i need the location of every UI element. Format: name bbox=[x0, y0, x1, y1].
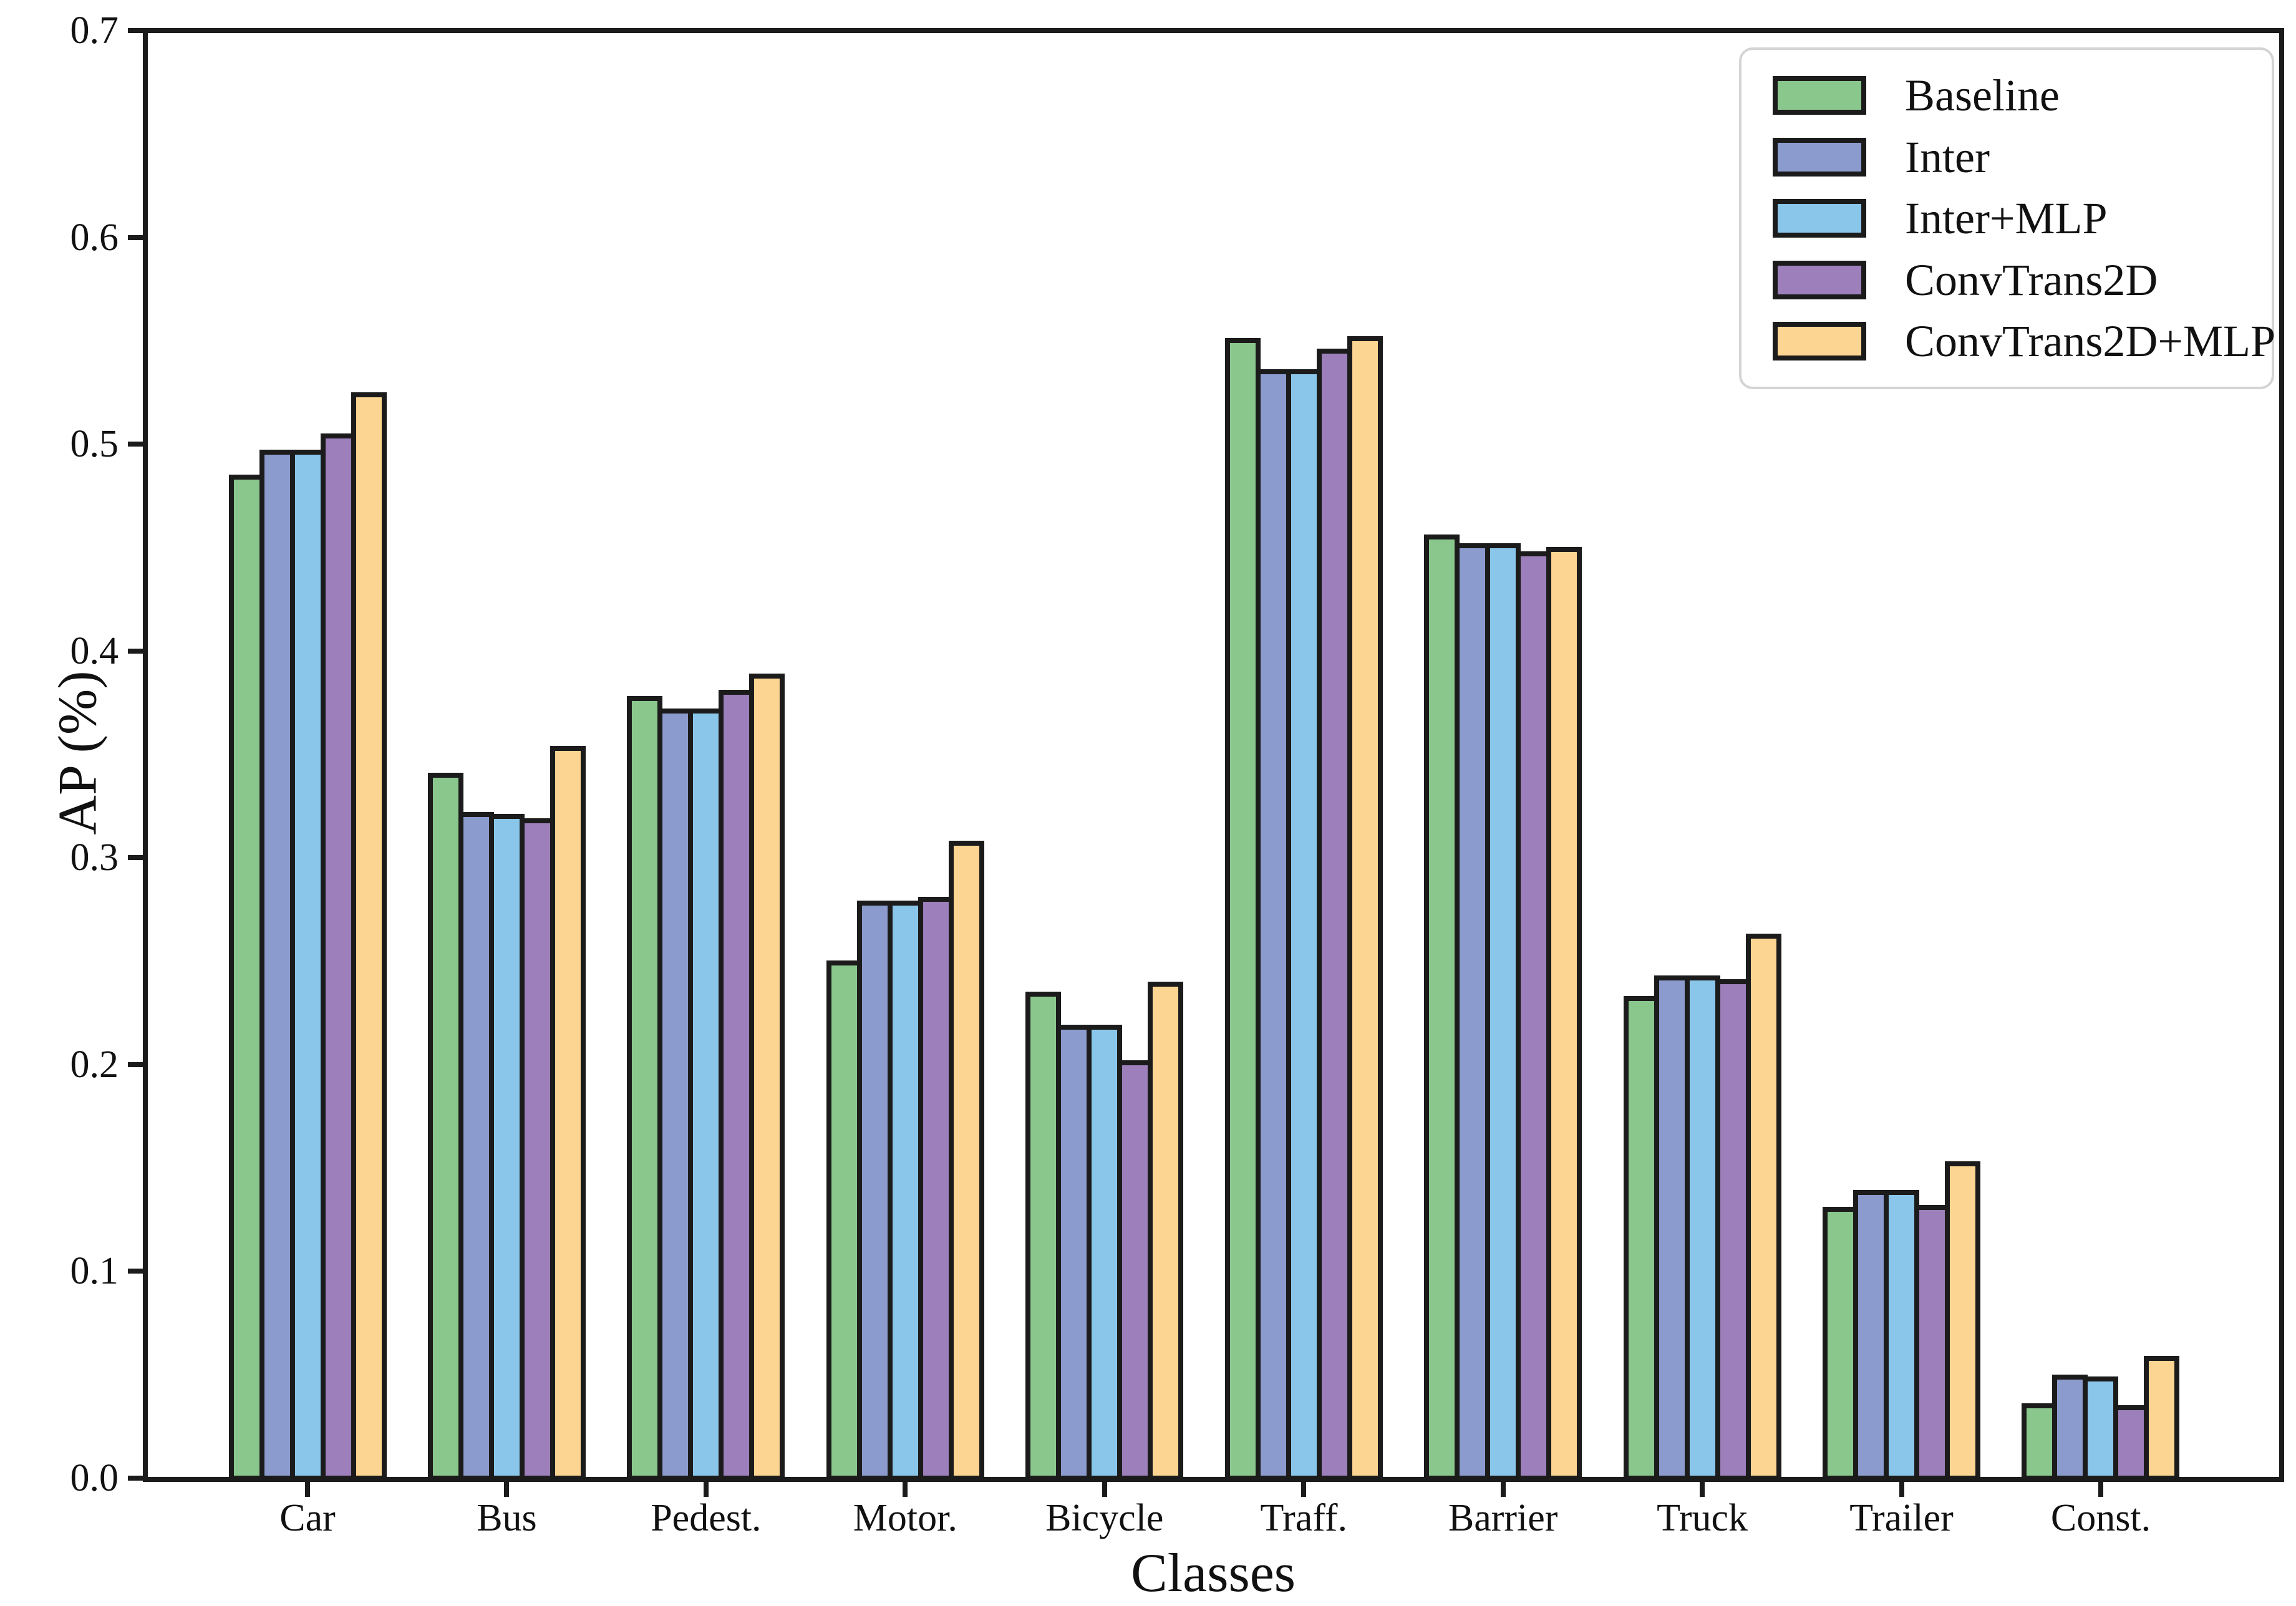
legend-item: Inter bbox=[1773, 132, 2240, 182]
y-tick-label: 0.6 bbox=[70, 216, 119, 259]
x-tick-mark bbox=[1301, 1482, 1307, 1497]
legend-swatch-icon bbox=[1773, 199, 1866, 238]
bar bbox=[550, 745, 586, 1481]
bar bbox=[1945, 1161, 1981, 1481]
y-tick-label: 0.2 bbox=[70, 1043, 119, 1086]
y-tick-mark bbox=[128, 442, 143, 447]
legend-label: Inter bbox=[1905, 132, 1990, 182]
x-tick-mark bbox=[305, 1482, 310, 1497]
x-tick-label: Traff. bbox=[1260, 1497, 1347, 1539]
y-axis-title: AP (%) bbox=[47, 670, 109, 835]
bar bbox=[519, 818, 555, 1481]
x-tick-mark bbox=[1700, 1482, 1705, 1497]
x-tick-label: Motor. bbox=[853, 1497, 957, 1539]
y-tick-label: 0.5 bbox=[70, 423, 119, 466]
bar bbox=[1148, 981, 1184, 1481]
legend-item: Baseline bbox=[1773, 70, 2240, 120]
legend-label: Inter+MLP bbox=[1905, 193, 2108, 243]
x-tick-label: Car bbox=[279, 1497, 336, 1539]
bar bbox=[2144, 1355, 2180, 1481]
bar bbox=[1546, 547, 1582, 1481]
legend-swatch-icon bbox=[1773, 137, 1866, 177]
x-tick-label: Const. bbox=[2050, 1497, 2151, 1539]
bar bbox=[1347, 336, 1383, 1481]
bar bbox=[2083, 1376, 2119, 1481]
bar bbox=[1485, 543, 1521, 1481]
y-tick-mark bbox=[128, 855, 143, 861]
y-tick-label: 0.3 bbox=[70, 836, 119, 879]
x-tick-mark bbox=[1102, 1482, 1107, 1497]
x-tick-mark bbox=[1899, 1482, 1904, 1497]
legend-swatch-icon bbox=[1773, 76, 1866, 115]
x-axis-title: Classes bbox=[1131, 1543, 1296, 1604]
x-tick-mark bbox=[703, 1482, 709, 1497]
y-tick-mark bbox=[128, 235, 143, 240]
x-tick-mark bbox=[504, 1482, 510, 1497]
x-tick-label: Bicycle bbox=[1045, 1497, 1164, 1539]
bar bbox=[2022, 1403, 2058, 1481]
x-tick-mark bbox=[2098, 1482, 2103, 1497]
x-tick-label: Trailer bbox=[1849, 1497, 1954, 1539]
legend-item: Inter+MLP bbox=[1773, 193, 2240, 243]
bar bbox=[1255, 369, 1291, 1481]
legend-label: Baseline bbox=[1905, 70, 2060, 120]
bar bbox=[351, 392, 387, 1481]
x-tick-label: Barrier bbox=[1448, 1497, 1558, 1539]
y-tick-label: 0.7 bbox=[70, 9, 119, 52]
legend-item: ConvTrans2D bbox=[1773, 254, 2240, 305]
legend: Baseline Inter Inter+MLP ConvTrans2D ConvTra… bbox=[1739, 47, 2275, 389]
x-tick-label: Truck bbox=[1657, 1497, 1748, 1539]
legend-swatch-icon bbox=[1773, 322, 1866, 360]
bar bbox=[1823, 1206, 1859, 1481]
y-tick-label: 0.4 bbox=[70, 629, 119, 672]
y-tick-mark bbox=[128, 648, 143, 654]
y-tick-mark bbox=[128, 1062, 143, 1067]
y-tick-label: 0.1 bbox=[70, 1250, 119, 1293]
y-tick-mark bbox=[128, 1476, 143, 1481]
legend-label: ConvTrans2D bbox=[1905, 254, 2158, 305]
y-tick-mark bbox=[128, 28, 143, 33]
x-tick-mark bbox=[1500, 1482, 1506, 1497]
x-tick-label: Bus bbox=[477, 1497, 537, 1539]
legend-swatch-icon bbox=[1773, 260, 1866, 299]
y-tick-label: 0.0 bbox=[70, 1457, 119, 1499]
x-tick-label: Pedest. bbox=[651, 1497, 762, 1539]
y-tick-mark bbox=[128, 1269, 143, 1274]
legend-label: ConvTrans2D+MLP bbox=[1905, 316, 2276, 366]
bar bbox=[1745, 934, 1781, 1481]
bar bbox=[749, 673, 785, 1481]
x-tick-mark bbox=[903, 1482, 908, 1497]
bar bbox=[948, 841, 984, 1481]
legend-item: ConvTrans2D+MLP bbox=[1773, 319, 2275, 364]
